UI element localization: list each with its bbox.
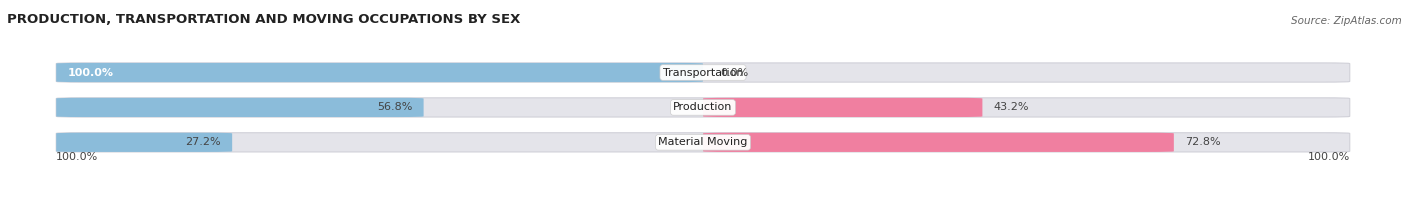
Text: 100.0%: 100.0% (56, 152, 98, 162)
Legend: Male, Female: Male, Female (644, 195, 762, 197)
FancyBboxPatch shape (56, 63, 703, 82)
FancyBboxPatch shape (56, 63, 1350, 82)
Text: 27.2%: 27.2% (186, 137, 221, 147)
Text: PRODUCTION, TRANSPORTATION AND MOVING OCCUPATIONS BY SEX: PRODUCTION, TRANSPORTATION AND MOVING OC… (7, 13, 520, 26)
Text: 100.0%: 100.0% (1308, 152, 1350, 162)
FancyBboxPatch shape (56, 98, 423, 117)
Text: 0.0%: 0.0% (720, 68, 748, 77)
FancyBboxPatch shape (56, 133, 232, 152)
Text: 100.0%: 100.0% (67, 68, 114, 77)
FancyBboxPatch shape (56, 98, 1350, 117)
Text: Transportation: Transportation (662, 68, 744, 77)
Text: 56.8%: 56.8% (377, 102, 412, 112)
FancyBboxPatch shape (703, 98, 983, 117)
Text: Production: Production (673, 102, 733, 112)
Text: 72.8%: 72.8% (1185, 137, 1220, 147)
FancyBboxPatch shape (56, 133, 1350, 152)
Text: 43.2%: 43.2% (994, 102, 1029, 112)
FancyBboxPatch shape (703, 133, 1174, 152)
Text: Source: ZipAtlas.com: Source: ZipAtlas.com (1291, 16, 1402, 26)
Text: Material Moving: Material Moving (658, 137, 748, 147)
